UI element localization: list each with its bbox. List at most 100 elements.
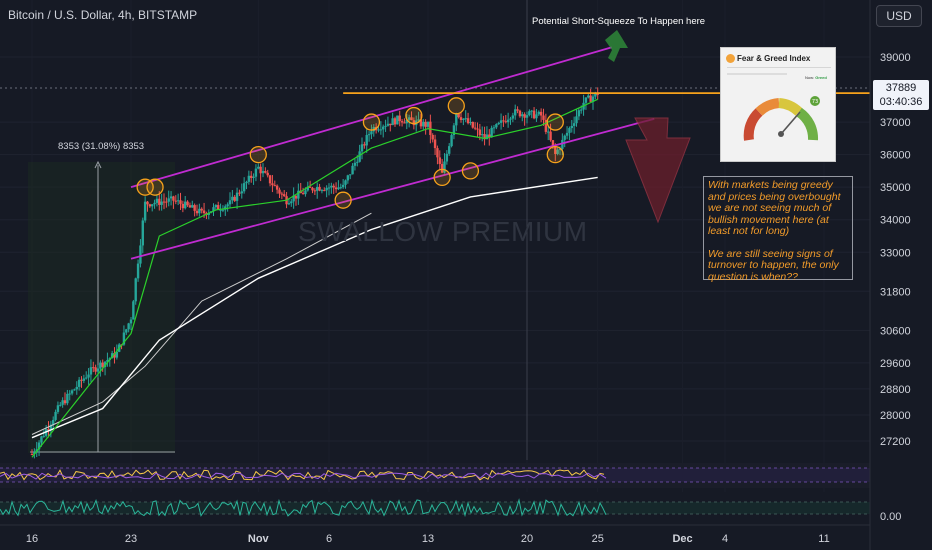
ma-line-2: [31, 212, 372, 435]
candle-body: [148, 204, 152, 207]
candle-body: [228, 200, 232, 205]
candle-body: [122, 332, 126, 345]
candle-body: [445, 153, 449, 162]
candle-body: [99, 362, 102, 369]
candle-body: [457, 113, 460, 118]
candle-body: [278, 189, 281, 194]
candle-body: [464, 118, 467, 120]
candle-body: [110, 353, 114, 359]
channel-lower-line: [130, 117, 655, 260]
measure-label: 8353 (31.08%) 8353: [58, 141, 145, 152]
candle-body: [339, 187, 342, 189]
fear-greed-logo-icon: [726, 54, 735, 63]
touch-circles: [136, 97, 564, 209]
candle-body: [162, 201, 166, 203]
candle-body: [313, 190, 317, 192]
candle-body: [200, 208, 203, 211]
candle-body: [358, 151, 361, 162]
candle-body: [412, 120, 416, 126]
candle-body: [377, 129, 380, 131]
candle-body: [363, 144, 366, 146]
candle-body: [440, 163, 444, 173]
candle-body: [436, 148, 439, 158]
bullish-arrow: [605, 30, 628, 62]
candle-body: [247, 175, 251, 182]
candle-body: [431, 134, 434, 140]
candle-body: [214, 205, 218, 208]
candle-body: [287, 203, 291, 205]
candle-body: [127, 323, 130, 330]
candle-body: [181, 203, 185, 209]
bar-countdown: 03:40:36: [879, 96, 923, 108]
y-tick-label: 31800: [880, 286, 911, 298]
candle-body: [407, 117, 411, 120]
candle-body: [89, 367, 93, 375]
last-price-tag: 37889 03:40:36: [873, 80, 929, 110]
candle-body: [549, 131, 552, 141]
y-tick-label: 28000: [880, 410, 911, 422]
x-tick-label: 4: [722, 533, 728, 545]
candle-body: [87, 374, 90, 378]
candle-body: [523, 114, 526, 118]
candle-body: [393, 118, 397, 125]
candle-body: [539, 111, 543, 116]
candle-body: [570, 125, 573, 129]
candle-body: [587, 95, 590, 98]
candle-body: [327, 187, 331, 189]
candle-body: [158, 198, 161, 205]
candle-body: [323, 190, 326, 192]
candle-body: [301, 193, 305, 195]
candle-body: [238, 192, 241, 194]
touch-circle: [136, 178, 154, 196]
candle-body: [506, 119, 510, 123]
candle-body: [68, 393, 71, 395]
candle-body: [525, 115, 529, 118]
candle-body: [125, 329, 128, 333]
candle-body: [52, 419, 55, 425]
touch-circle: [546, 113, 564, 131]
x-tick-label: Dec: [672, 533, 692, 545]
touch-circle: [433, 168, 451, 187]
candle-body: [77, 379, 81, 387]
candle-body: [419, 119, 423, 127]
candle-body: [502, 120, 505, 122]
last-price: 37889: [885, 82, 917, 94]
candle-body: [283, 194, 286, 197]
fear-greed-value: 73: [812, 99, 818, 105]
candle-body: [80, 379, 83, 381]
touch-circle: [405, 106, 423, 125]
candle-body: [316, 186, 319, 191]
candle-body: [379, 129, 383, 131]
candle-body: [191, 205, 194, 208]
candle-body: [141, 220, 144, 246]
candle-body: [497, 122, 500, 125]
price-axis: 39000 37000 36000 35000 34000 33000 31800 30600…: [880, 52, 911, 523]
y-tick-label: 36000: [880, 150, 911, 162]
y-tick-label: 30600: [880, 325, 911, 337]
candle-body: [217, 205, 220, 210]
fear-greed-gauge: 73: [727, 67, 831, 141]
candle-body: [325, 187, 328, 191]
candle-body: [455, 113, 458, 126]
candle-body: [334, 187, 338, 190]
candle-body: [174, 200, 177, 202]
x-tick-label: Nov: [248, 533, 270, 545]
candle-body: [54, 411, 57, 420]
symbol-title: Bitcoin / U.S. Dollar, 4h, BITSTAMP: [8, 8, 198, 22]
x-tick-label: 25: [592, 533, 604, 545]
candle-body: [306, 186, 309, 191]
candle-body: [473, 127, 477, 129]
candle-body: [92, 367, 95, 369]
candle-body: [242, 183, 246, 192]
candle-body: [42, 435, 45, 437]
candle-body: [63, 400, 67, 404]
candle-body: [391, 118, 394, 126]
candle-body: [551, 140, 555, 147]
candle-body: [221, 209, 225, 211]
candle-body: [422, 121, 425, 127]
currency-button[interactable]: USD: [876, 5, 922, 27]
y-tick-label: 0.00: [880, 511, 901, 523]
candle-body: [450, 135, 453, 147]
channel-upper-line: [130, 46, 613, 189]
candle-body: [476, 128, 479, 130]
